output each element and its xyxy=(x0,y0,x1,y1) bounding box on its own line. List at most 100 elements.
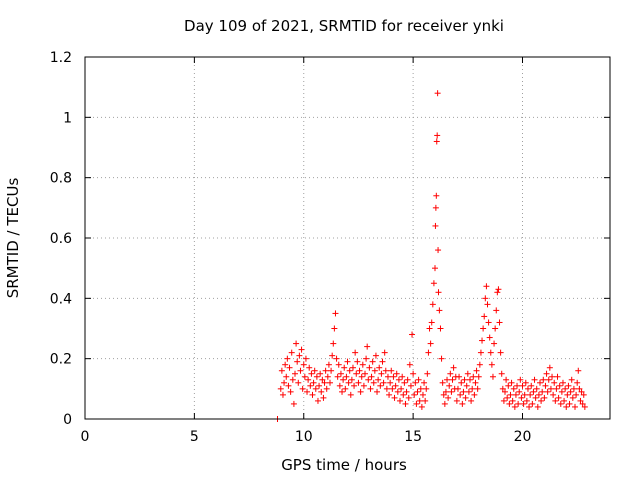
data-point xyxy=(277,385,284,392)
data-point xyxy=(494,289,501,296)
data-point xyxy=(437,325,444,332)
data-point xyxy=(304,388,311,395)
data-point xyxy=(492,325,499,332)
data-point xyxy=(469,385,476,392)
data-point xyxy=(426,325,433,332)
data-point xyxy=(534,403,541,410)
data-point xyxy=(486,334,493,341)
x-axis-label: GPS time / hours xyxy=(281,456,407,474)
data-point xyxy=(410,370,417,377)
data-point xyxy=(497,349,504,356)
data-point xyxy=(333,355,340,362)
data-point xyxy=(499,385,506,392)
data-point xyxy=(435,289,442,296)
y-tick-label: 0.2 xyxy=(50,352,72,368)
data-point xyxy=(483,283,490,290)
y-tick-label: 0.8 xyxy=(50,171,72,187)
data-point xyxy=(442,388,449,395)
data-point xyxy=(422,397,429,404)
data-point xyxy=(549,373,556,380)
x-tick-label: 15 xyxy=(404,429,422,445)
data-point xyxy=(540,376,547,383)
data-point xyxy=(454,385,461,392)
data-point xyxy=(569,394,576,401)
data-point xyxy=(358,373,365,380)
data-point xyxy=(310,379,317,386)
data-point xyxy=(472,379,479,386)
y-tick-label: 0.6 xyxy=(50,231,72,247)
data-point xyxy=(394,388,401,395)
data-point xyxy=(463,382,470,389)
data-point xyxy=(567,388,574,395)
data-point xyxy=(479,337,486,344)
data-point xyxy=(398,385,405,392)
y-tick-label: 1.2 xyxy=(50,50,72,66)
data-point xyxy=(390,373,397,380)
data-point xyxy=(558,388,565,395)
data-point xyxy=(538,397,545,404)
data-point xyxy=(403,388,410,395)
data-point xyxy=(552,397,559,404)
data-point xyxy=(296,352,303,359)
data-point xyxy=(343,373,350,380)
data-point xyxy=(307,382,314,389)
data-point xyxy=(282,361,289,368)
data-point xyxy=(515,400,522,407)
data-point xyxy=(320,394,327,401)
data-point xyxy=(290,400,297,407)
data-point xyxy=(453,397,460,404)
data-point xyxy=(328,367,335,374)
data-point xyxy=(306,364,313,371)
data-point xyxy=(432,204,439,211)
data-point xyxy=(302,355,309,362)
data-point xyxy=(488,361,495,368)
data-point xyxy=(347,391,354,398)
data-point xyxy=(436,307,443,314)
data-point xyxy=(551,379,558,386)
data-point xyxy=(407,382,414,389)
data-point xyxy=(308,370,315,377)
data-point xyxy=(409,331,416,338)
data-point xyxy=(367,385,374,392)
data-point xyxy=(348,376,355,383)
data-point xyxy=(359,361,366,368)
data-point xyxy=(288,349,295,356)
data-point xyxy=(563,403,570,410)
data-point xyxy=(404,376,411,383)
data-point xyxy=(378,370,385,377)
data-point xyxy=(392,382,399,389)
x-tick-label: 5 xyxy=(190,429,199,445)
data-point xyxy=(516,388,523,395)
data-point xyxy=(505,382,512,389)
data-point xyxy=(487,349,494,356)
data-point xyxy=(474,385,481,392)
data-point xyxy=(429,301,436,308)
chart-title: Day 109 of 2021, SRMTID for receiver ynk… xyxy=(184,17,504,35)
data-point xyxy=(507,391,514,398)
data-point xyxy=(370,379,377,386)
data-point xyxy=(547,385,554,392)
data-point xyxy=(518,394,525,401)
data-point xyxy=(295,379,302,386)
data-point xyxy=(578,388,585,395)
data-point xyxy=(331,325,338,332)
data-point xyxy=(562,385,569,392)
data-point xyxy=(489,373,496,380)
data-point xyxy=(418,403,425,410)
data-point xyxy=(335,361,342,368)
data-point xyxy=(334,373,341,380)
x-tick-label: 10 xyxy=(295,429,313,445)
data-point xyxy=(508,379,515,386)
data-point xyxy=(313,373,320,380)
data-point xyxy=(357,388,364,395)
data-point xyxy=(393,370,400,377)
data-point xyxy=(336,382,343,389)
data-point xyxy=(382,367,389,374)
data-point xyxy=(504,394,511,401)
data-point xyxy=(355,379,362,386)
data-point xyxy=(430,280,437,287)
data-point xyxy=(327,379,333,386)
data-point xyxy=(503,376,510,383)
data-point xyxy=(581,403,588,410)
data-point xyxy=(464,370,471,377)
